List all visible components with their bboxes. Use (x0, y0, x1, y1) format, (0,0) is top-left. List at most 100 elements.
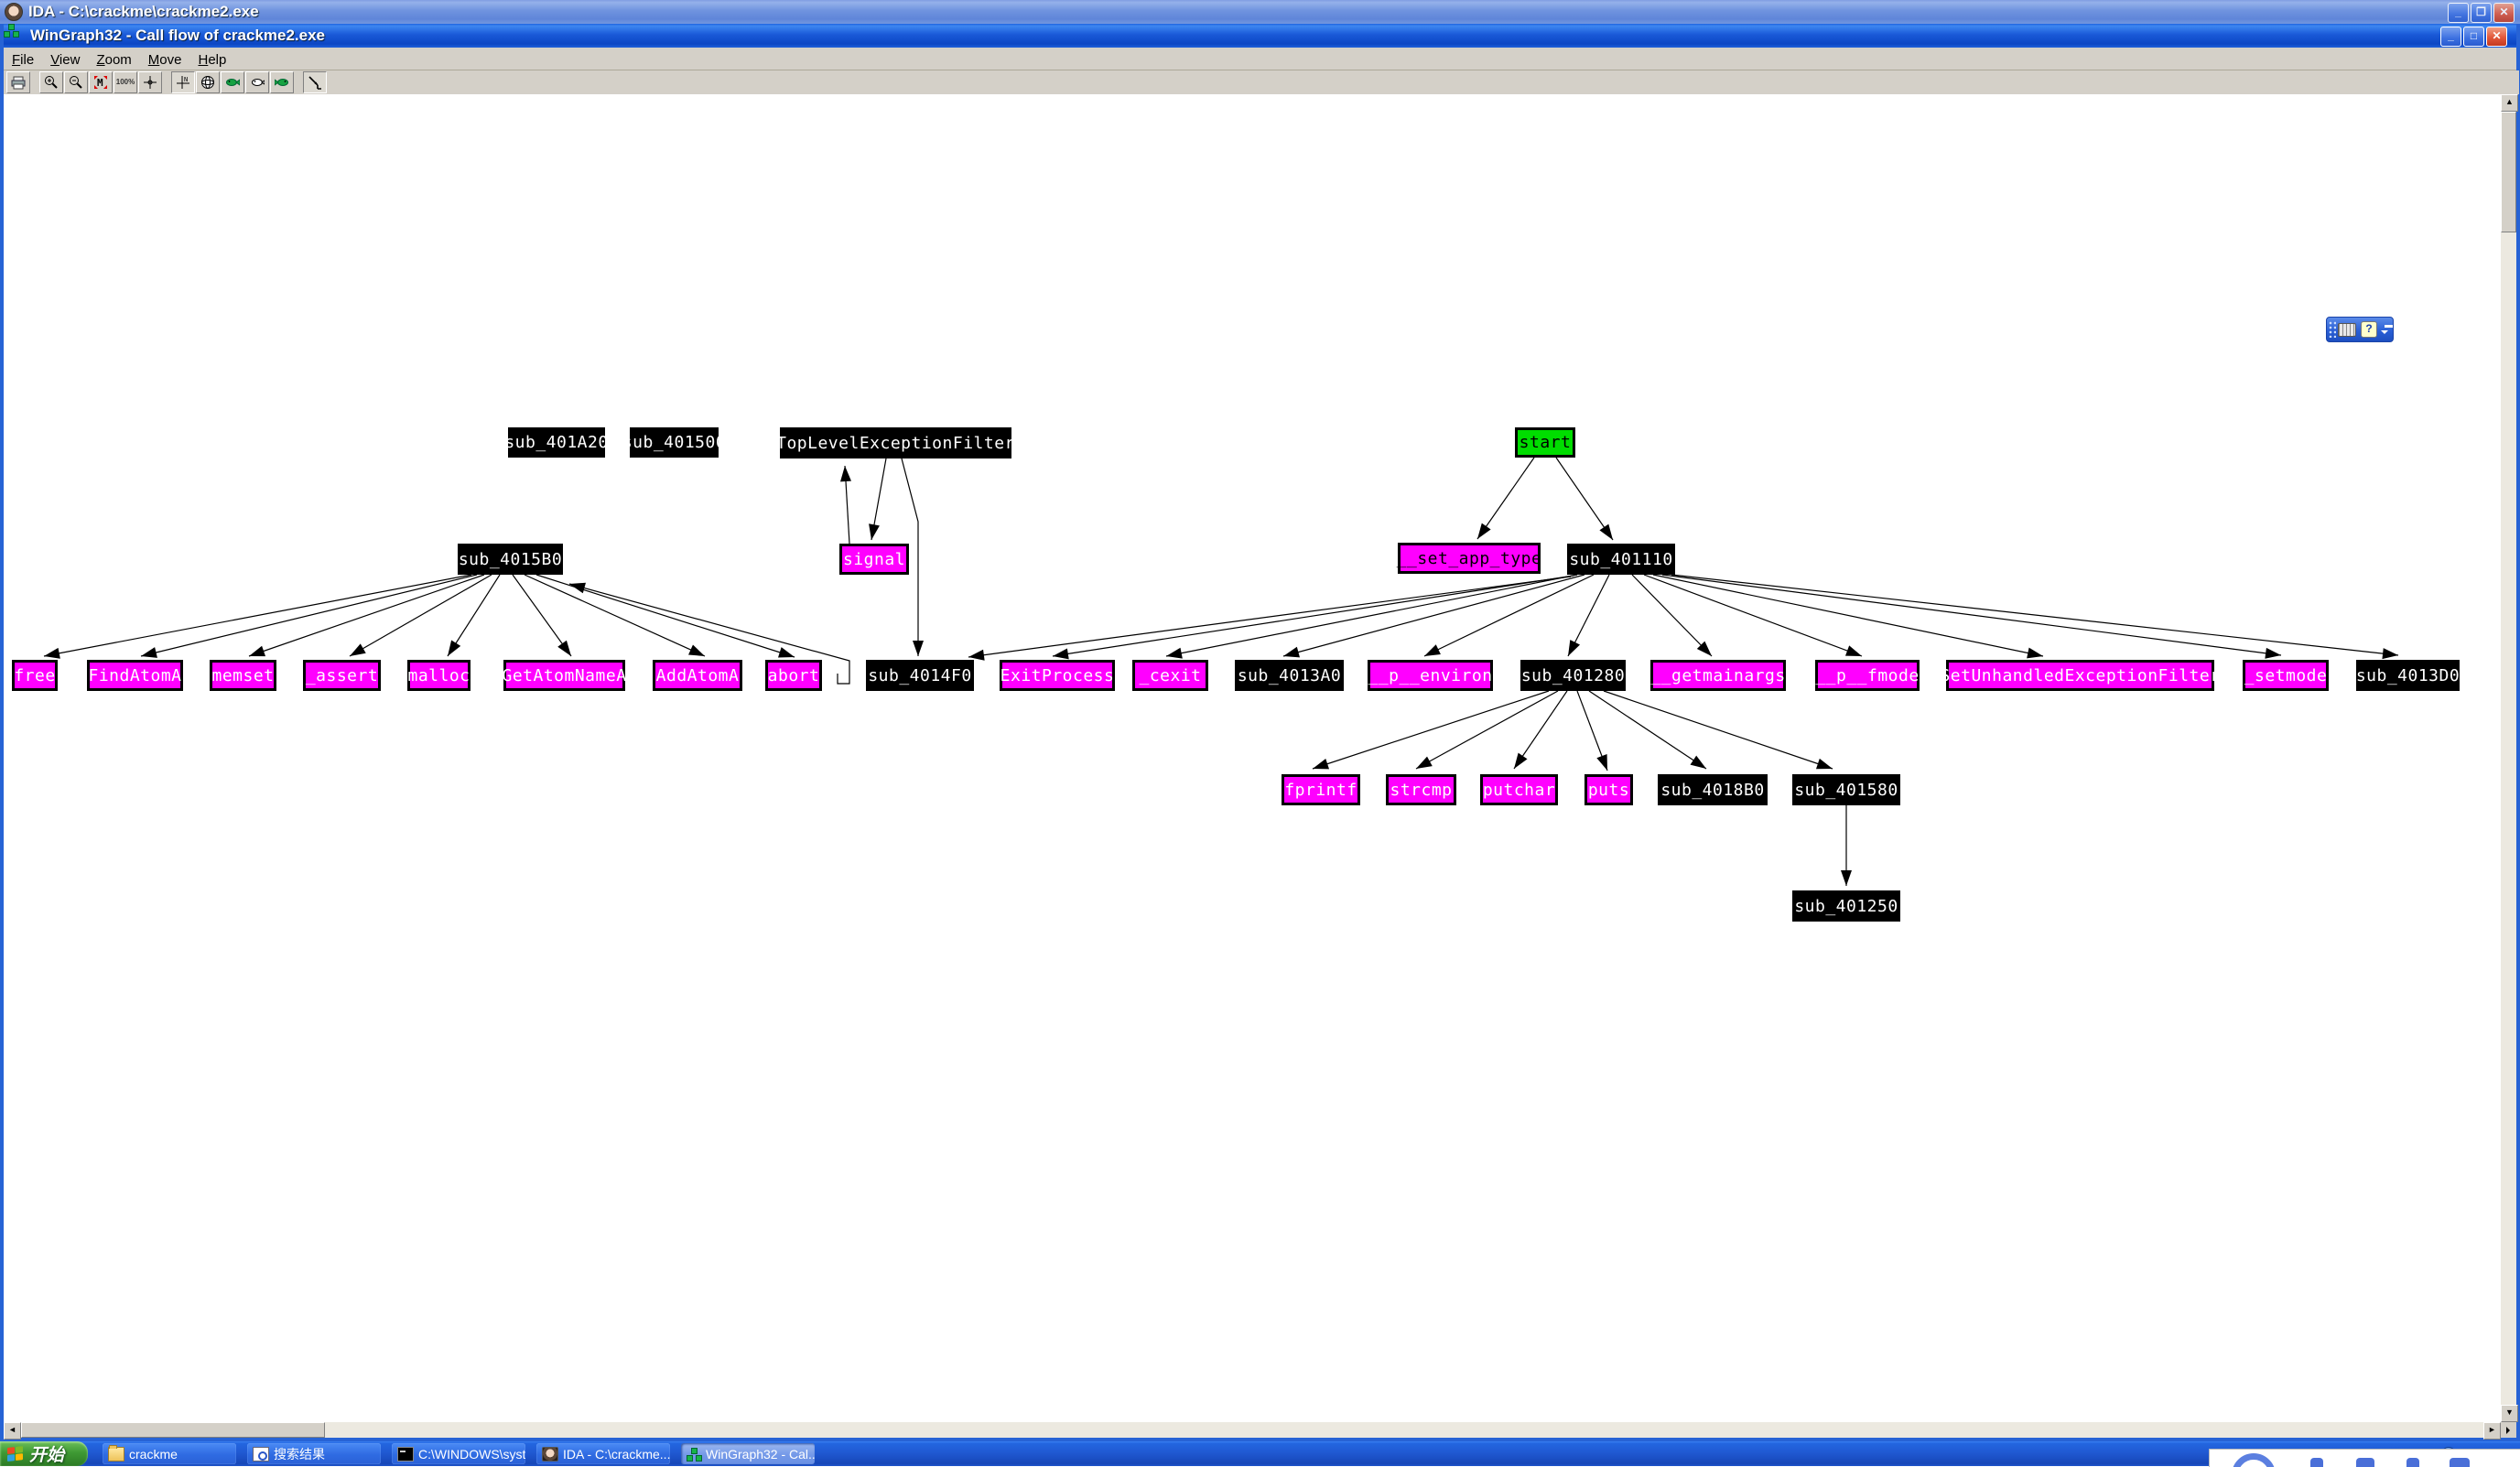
zoom-100-icon: 100% (115, 78, 135, 86)
fish-left-button[interactable] (221, 71, 244, 93)
close-icon[interactable]: ✕ (2493, 3, 2515, 23)
fish-neutral-icon (252, 79, 265, 86)
overlay-glyph (2356, 1458, 2374, 1467)
graph-node-malloc[interactable]: malloc (407, 660, 470, 691)
menu-view[interactable]: View (50, 51, 81, 68)
windows-logo-icon (7, 1445, 24, 1462)
zoom-in-button[interactable] (39, 71, 63, 93)
zoom-fit-button[interactable]: M (89, 71, 113, 93)
toolbar: M 100% N (4, 70, 2519, 94)
restore-button[interactable]: ❐ (2471, 3, 2492, 23)
center-graph-icon (144, 76, 157, 89)
graph-node-__p__environ[interactable]: __p__environ (1368, 660, 1493, 691)
zoom-out-button[interactable] (64, 71, 88, 93)
grip-handle[interactable] (2329, 321, 2336, 338)
graph-node-sub_4013D0[interactable]: sub_4013D0 (2356, 660, 2460, 691)
horizontal-scroll-thumb[interactable] (21, 1422, 325, 1438)
overlay-glyph (2406, 1458, 2419, 1467)
cmd-icon (397, 1446, 414, 1462)
graph-node-_assert[interactable]: _assert (303, 660, 381, 691)
start-button[interactable]: 开始 (0, 1441, 88, 1466)
svg-text:M: M (97, 77, 103, 89)
taskbar-button[interactable]: C:\WINDOWS\syste... (392, 1443, 525, 1464)
graph-node-AddAtomA[interactable]: AddAtomA (653, 660, 742, 691)
scroll-left-button[interactable]: ◄ (4, 1422, 21, 1440)
graph-node-sub_4018B0[interactable]: sub_4018B0 (1658, 774, 1768, 805)
graph-node-__getmainargs[interactable]: __getmainargs (1650, 660, 1786, 691)
graph-node-signal[interactable]: signal (839, 544, 909, 575)
graph-node-sub_401A20[interactable]: sub_401A20 (504, 427, 608, 458)
close-icon[interactable]: ✕ (2486, 27, 2507, 47)
zoom-100-button[interactable]: 100% (114, 71, 137, 93)
graph-node-puts[interactable]: puts (1584, 774, 1633, 805)
graph-node-sub_401580[interactable]: sub_401580 (1792, 774, 1900, 805)
svg-text:N: N (184, 76, 188, 83)
taskbar-button-label: C:\WINDOWS\syste... (418, 1446, 525, 1462)
graph-node-sub_4014F0[interactable]: sub_4014F0 (866, 660, 974, 691)
fish-right-button[interactable] (270, 71, 294, 93)
fish-neutral-button[interactable] (245, 71, 269, 93)
graph-node-memset[interactable]: memset (210, 660, 276, 691)
graph-node-sub_401250[interactable]: sub_401250 (1792, 890, 1900, 922)
taskbar-button[interactable]: WinGraph32 - Cal... (681, 1443, 815, 1464)
scroll-up-button[interactable]: ▲ (2501, 94, 2518, 112)
overlay-glyph (2450, 1458, 2470, 1467)
graph-node-sub_4013A0[interactable]: sub_4013A0 (1235, 660, 1344, 691)
graph-node-strcmp[interactable]: strcmp (1386, 774, 1456, 805)
horizontal-scrollbar[interactable]: ◄ ► (4, 1422, 2501, 1440)
edge-cursor-button[interactable] (303, 71, 327, 93)
graph-node-free[interactable]: free (12, 660, 58, 691)
language-bar[interactable]: ? (2326, 317, 2394, 342)
taskbar-button[interactable]: crackme (103, 1443, 236, 1464)
graph-node-GetAtomNameA[interactable]: GetAtomNameA (502, 660, 626, 691)
origin-axes-button[interactable]: N (171, 71, 195, 93)
taskbar-button[interactable]: 搜索结果 (247, 1443, 381, 1464)
keyboard-icon[interactable] (2337, 322, 2357, 337)
vertical-scroll-thumb[interactable] (2501, 112, 2516, 232)
graph-canvas[interactable] (4, 94, 2501, 1422)
graph-node-__p__fmode[interactable]: __p__fmode (1815, 660, 1920, 691)
menu-bar: File View Zoom Move Help (4, 49, 2516, 70)
graph-node-sub_4015B0[interactable]: sub_4015B0 (458, 544, 563, 575)
graph-node-start[interactable]: start (1515, 427, 1575, 458)
print-button[interactable] (6, 71, 30, 93)
graph-node-FindAtomA[interactable]: FindAtomA (87, 660, 183, 691)
graph-node-__set_app_type[interactable]: __set_app_type (1397, 543, 1541, 574)
graph-node-sub_401280[interactable]: sub_401280 (1520, 660, 1626, 691)
scroll-right-button[interactable]: ► (2483, 1422, 2501, 1440)
taskbar-button[interactable]: IDA - C:\crackme... (536, 1443, 670, 1464)
menu-file[interactable]: File (12, 51, 35, 68)
minimize-button[interactable]: _ (2440, 27, 2461, 47)
help-icon[interactable]: ? (2361, 321, 2377, 338)
vertical-scrollbar[interactable]: ▲ ▼ (2501, 94, 2518, 1422)
minimize-button[interactable]: _ (2448, 3, 2469, 23)
graph-node-sub_401500[interactable]: sub_401500 (622, 427, 726, 458)
scroll-down-button[interactable]: ▼ (2501, 1405, 2518, 1422)
ida-icon (542, 1446, 558, 1462)
maximize-button[interactable]: □ (2463, 27, 2484, 47)
graph-node-putchar[interactable]: putchar (1480, 774, 1558, 805)
sphere-view-button[interactable] (196, 71, 220, 93)
taskbar-button-label: crackme (129, 1446, 178, 1462)
wingraph-icon (687, 1447, 702, 1462)
graph-node-sub_401110[interactable]: sub_401110 (1567, 544, 1675, 575)
graph-node-abort[interactable]: abort (765, 660, 822, 691)
menu-help[interactable]: Help (198, 51, 227, 68)
menu-move[interactable]: Move (147, 51, 182, 68)
overlay-logo-icon (2232, 1453, 2276, 1467)
menu-zoom[interactable]: Zoom (96, 51, 132, 68)
graph-node-TopLevelExceptionFilter[interactable]: TopLevelExceptionFilter (776, 427, 1014, 458)
graph-node-_setmode[interactable]: _setmode (2243, 660, 2329, 691)
graph-node-_cexit[interactable]: _cexit (1132, 660, 1208, 691)
start-label: 开始 (29, 1446, 65, 1465)
center-graph-button[interactable] (138, 71, 162, 93)
options-arrow-icon[interactable] (2381, 330, 2388, 338)
zoom-fit-icon: M (94, 76, 107, 89)
graph-node-fprintf[interactable]: fprintf (1282, 774, 1360, 805)
minimize-icon[interactable] (2384, 324, 2393, 328)
folder-icon (108, 1444, 124, 1462)
graph-node-SetUnhandledExceptionFilter[interactable]: SetUnhandledExceptionFilter (1940, 660, 2220, 691)
overlay-glyph (2310, 1458, 2323, 1467)
graph-node-ExitProcess[interactable]: ExitProcess (1000, 660, 1115, 691)
